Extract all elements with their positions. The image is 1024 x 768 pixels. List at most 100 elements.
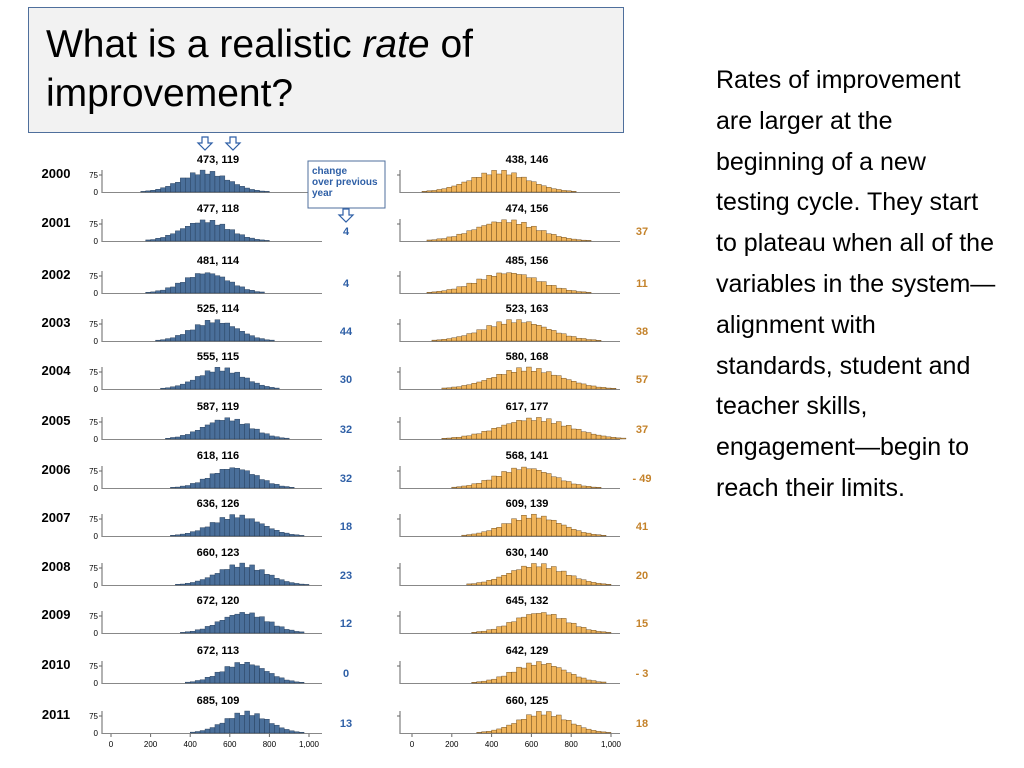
histogram-bar [155, 339, 161, 342]
histogram-bar [431, 339, 438, 342]
histogram-bar [224, 367, 231, 390]
histogram-bar [194, 629, 201, 634]
histogram-bar [204, 526, 211, 537]
histogram-bar [536, 368, 542, 390]
histogram-bar [209, 522, 216, 537]
histogram-bar [204, 728, 211, 734]
histogram-bar [441, 339, 448, 342]
histogram-bar [180, 435, 186, 440]
histogram-bar [229, 281, 235, 294]
histogram-bar [511, 671, 517, 684]
histogram-bar [229, 372, 235, 390]
stats-label: 672, 113 [197, 645, 239, 657]
histogram-bar [269, 723, 275, 734]
histogram-bar [219, 276, 226, 294]
histogram-bar [536, 711, 542, 734]
histogram-bar [289, 582, 295, 586]
stats-label: 477, 118 [197, 203, 239, 215]
stats-label: 618, 116 [197, 450, 239, 462]
histogram-bar [481, 680, 487, 684]
histogram-bar [585, 532, 592, 537]
histogram-bar [476, 532, 482, 537]
y-tick-label: 0 [94, 237, 99, 246]
histogram-bar [284, 532, 290, 537]
histogram-bar [546, 187, 552, 193]
histogram-bar [249, 715, 255, 734]
histogram-bar [269, 621, 275, 634]
histogram-bar [496, 626, 502, 634]
histogram-bar [595, 434, 602, 440]
histogram-bar [461, 534, 467, 537]
histogram-bar [511, 172, 517, 193]
histogram-bar [259, 479, 265, 489]
y-tick-label: 75 [89, 418, 98, 427]
histogram-bar [249, 612, 255, 634]
histogram-bar [160, 387, 166, 390]
change-label: 13 [340, 718, 352, 730]
stats-label: 636, 126 [197, 498, 240, 510]
histogram-bar [274, 530, 280, 537]
y-tick-label: 75 [89, 467, 98, 476]
histogram-bar [486, 378, 492, 390]
histogram-bar [521, 274, 527, 294]
histogram-bar [194, 174, 201, 193]
histogram-bar [249, 474, 255, 489]
histogram-bar [244, 377, 250, 390]
histogram-bar [269, 673, 275, 684]
histogram-bar [289, 629, 295, 634]
stats-label: 609, 139 [506, 498, 549, 510]
histogram-bar [234, 418, 240, 440]
histogram-bar [254, 665, 260, 684]
histogram-bar [185, 226, 191, 242]
histogram-bar [590, 630, 597, 634]
histogram-bar [585, 629, 592, 634]
histogram-bar [194, 376, 201, 390]
histogram-bar [496, 676, 502, 684]
histogram-bar [264, 526, 270, 537]
histogram-bar [546, 418, 552, 440]
histogram-bar [214, 473, 221, 489]
histogram-bar [229, 229, 235, 242]
histogram-bar [536, 230, 542, 242]
y-tick-label: 75 [89, 272, 98, 281]
histogram-bar [431, 239, 438, 242]
histogram-bar [580, 677, 587, 684]
histogram-bar [219, 175, 226, 193]
histogram-bar [219, 469, 226, 489]
stats-label: 617, 177 [506, 401, 549, 413]
histogram-bar [224, 519, 231, 537]
histogram-bar [551, 614, 557, 634]
histogram-bar [471, 177, 477, 193]
histogram-bar [289, 534, 295, 537]
histogram-bar [551, 374, 557, 390]
histogram-bar [194, 731, 201, 734]
histogram-bar [481, 380, 487, 390]
histogram-bar [566, 379, 572, 390]
histogram-bar [571, 238, 577, 242]
histogram-bar [531, 420, 537, 440]
histogram-bar [269, 483, 275, 489]
change-label: 4 [343, 226, 350, 238]
histogram-bar [461, 181, 467, 193]
histogram-bar [180, 177, 186, 193]
year-label: 2005 [42, 413, 71, 428]
histogram-bar [541, 372, 547, 390]
histogram-bar [506, 222, 512, 242]
y-tick-label: 0 [94, 337, 99, 346]
histogram-bar [501, 471, 507, 489]
histogram-bar [451, 288, 457, 294]
histogram-bar [541, 664, 547, 684]
histogram-bar [199, 730, 206, 734]
histogram-bar [456, 486, 462, 489]
histogram-bar [496, 728, 502, 734]
histogram-bar [234, 184, 240, 193]
histogram-bar [476, 278, 482, 294]
histogram-bar [521, 565, 527, 586]
histogram-bar [575, 291, 582, 294]
histogram-bar [471, 229, 477, 242]
histogram-bar [486, 479, 492, 489]
histogram-bar [194, 324, 201, 342]
histogram-bar [160, 187, 166, 193]
histogram-bar [224, 322, 231, 342]
histogram-bar [496, 173, 502, 193]
